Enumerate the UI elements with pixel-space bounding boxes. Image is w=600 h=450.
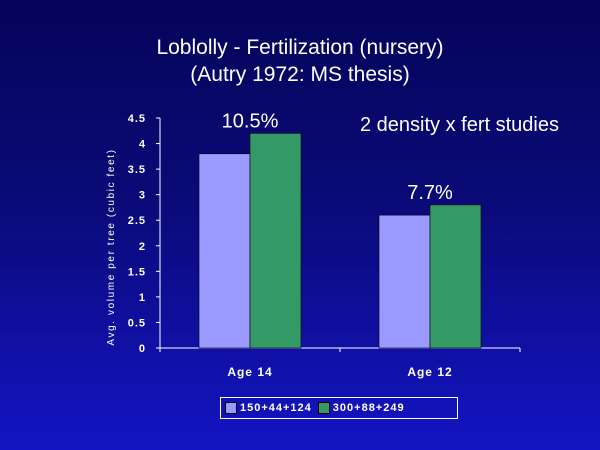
legend-item-series-1: 150+44+124 xyxy=(225,402,312,414)
bar-1 xyxy=(378,214,431,349)
y-tick-label: 2.5 xyxy=(128,215,146,227)
legend-label-series-2: 300+88+249 xyxy=(332,402,405,414)
y-tick-label: 1.5 xyxy=(128,266,146,278)
x-category-label: Age 12 xyxy=(407,365,452,379)
x-category-label: Age 14 xyxy=(227,365,272,379)
y-tick-label: 3.5 xyxy=(128,164,146,176)
y-axis-label: Avg. volume per tree (cubic feet) xyxy=(106,148,117,345)
data-label: 7.7% xyxy=(407,182,453,204)
legend-swatch-series-2 xyxy=(317,402,330,414)
chart-bars xyxy=(198,133,482,349)
chart-legend: 150+44+124 300+88+249 xyxy=(220,397,458,419)
bar-2 xyxy=(429,204,482,349)
chart-labels: Age 14 10.5% Age 12 7.7% xyxy=(222,110,453,379)
y-tick-label: 2 xyxy=(139,241,146,253)
title-line-1: Loblolly - Fertilization (nursery) xyxy=(156,36,444,59)
y-tick-label: 4 xyxy=(139,139,146,151)
y-tick-label: 0.5 xyxy=(128,317,146,329)
y-tick-label: 3 xyxy=(139,190,146,202)
y-tick-label: 0 xyxy=(139,343,146,355)
chart-axes: 0 0.5 1 1.5 2 2.5 3 3.5 4 4.5 xyxy=(128,113,521,355)
legend-item-series-2: 300+88+249 xyxy=(317,402,405,414)
slide-title: Loblolly - Fertilization (nursery) (Autr… xyxy=(0,34,600,88)
data-label: 10.5% xyxy=(222,110,279,132)
bar-2 xyxy=(249,133,302,349)
title-line-2: (Autry 1972: MS thesis) xyxy=(190,63,410,86)
y-tick-label: 4.5 xyxy=(128,113,146,125)
study-note: 2 density x fert studies xyxy=(360,114,559,136)
y-tick-label: 1 xyxy=(139,292,146,304)
bar-1 xyxy=(198,153,251,349)
legend-swatch-series-1 xyxy=(225,402,237,414)
legend-label-series-1: 150+44+124 xyxy=(240,402,312,414)
